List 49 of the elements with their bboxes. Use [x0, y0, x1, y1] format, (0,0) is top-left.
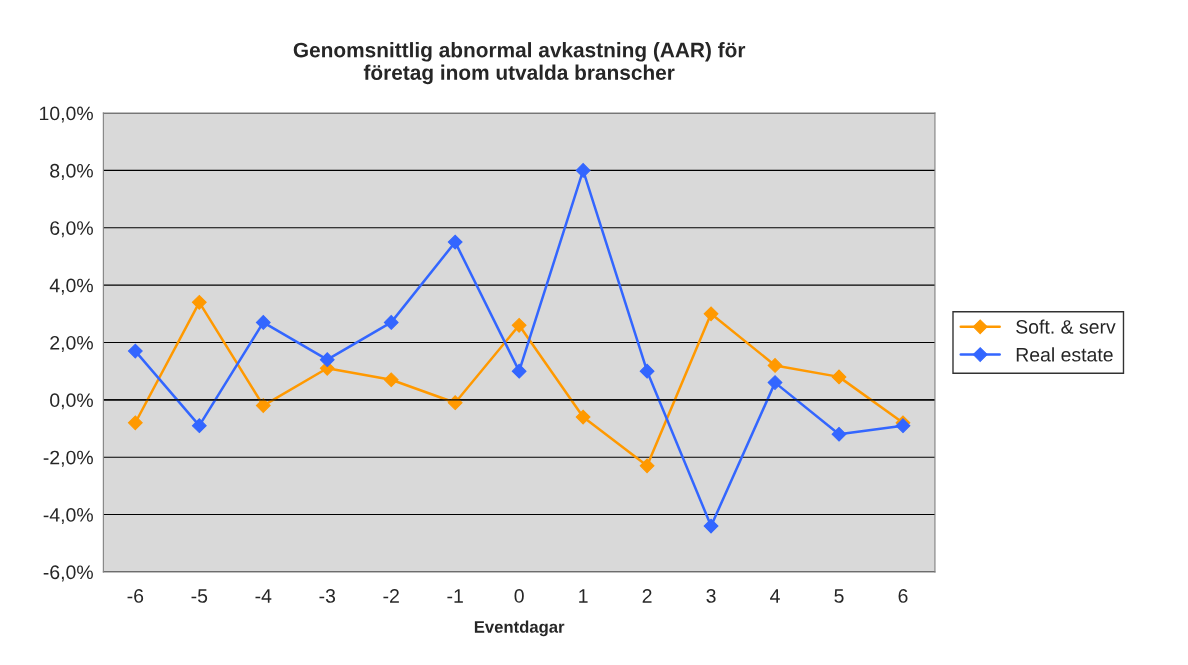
y-tick-label: -4,0% [43, 508, 93, 525]
x-tick-label: -6 [127, 589, 144, 603]
x-tick-label: 2 [642, 589, 652, 603]
point [319, 352, 335, 368]
point [511, 363, 527, 379]
point [575, 163, 591, 178]
y-tick-label: -6,0% [43, 565, 93, 582]
point [191, 418, 207, 434]
point [447, 395, 463, 411]
x-tick-label: -5 [191, 589, 208, 603]
y-tick-label: 6,0% [50, 221, 93, 238]
point [767, 375, 783, 391]
x-tick-label: 6 [898, 589, 908, 603]
x-tick-label: 1 [579, 589, 588, 603]
point [575, 409, 591, 425]
y-tick-label: -2,0% [43, 450, 93, 467]
legend-label: Soft. & serv [1016, 319, 1116, 334]
x-tick-label: -2 [383, 589, 399, 603]
point [255, 315, 271, 330]
point [703, 518, 719, 534]
point [831, 369, 847, 385]
y-tick-label: 2,0% [50, 335, 93, 353]
point [639, 458, 655, 474]
point [703, 306, 719, 322]
y-tick-label: 10,0% [39, 106, 93, 123]
x-tick-label: 4 [770, 589, 780, 603]
y-tick-label: 4,0% [49, 278, 93, 295]
point [831, 426, 847, 442]
point [383, 372, 399, 388]
point [511, 317, 527, 333]
x-tick-label: -3 [319, 589, 336, 603]
point [255, 398, 271, 413]
x-tick-label: 3 [706, 589, 716, 603]
x-axis-title: Eventdagar [474, 620, 565, 637]
point [127, 415, 143, 431]
point [639, 363, 655, 379]
point [447, 234, 463, 250]
x-tick-label: -4 [255, 589, 272, 603]
x-tick-label: 5 [834, 589, 844, 603]
point [191, 294, 207, 310]
chart-title: Genomsnittlig abnormal avkastning (AAR) för företag inom utvalda branscher [293, 42, 746, 85]
point [767, 358, 783, 373]
point [383, 315, 399, 330]
y-tick-label: 8,0% [50, 163, 93, 180]
point [127, 343, 143, 359]
x-tick-label: -1 [447, 589, 463, 603]
y-tick-label: 0,0% [50, 393, 93, 410]
x-tick-label: 0 [514, 589, 524, 603]
legend-label: Real estate [1016, 347, 1113, 362]
